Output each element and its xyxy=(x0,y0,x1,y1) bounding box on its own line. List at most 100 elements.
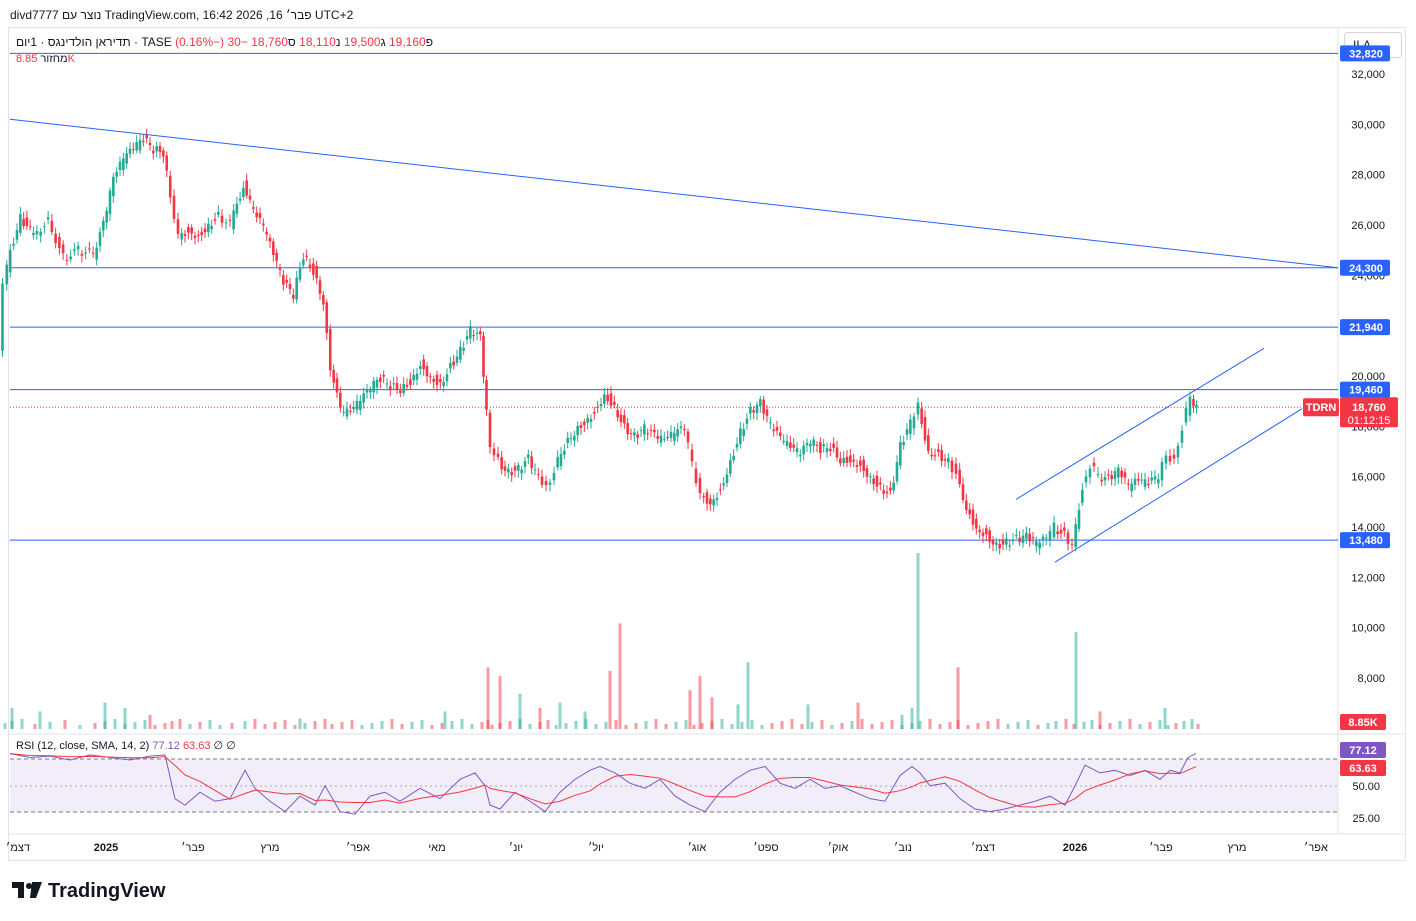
rsi-label: RSI (12, close, SMA, 14, 2) xyxy=(16,740,150,752)
candle-body xyxy=(698,478,702,493)
candle-body xyxy=(439,378,442,383)
candle-body xyxy=(422,359,425,370)
candle-body xyxy=(626,423,629,435)
volume-legend[interactable]: מחזור 8.85K xyxy=(16,53,75,65)
volume-bar xyxy=(178,719,182,729)
candle-body xyxy=(39,231,42,236)
current-price-tag-bg xyxy=(1340,397,1398,428)
level-tag-bg xyxy=(1340,259,1390,276)
candle-body xyxy=(46,217,50,220)
volume-bar xyxy=(720,719,724,729)
candle-body xyxy=(985,528,988,535)
volume-bar xyxy=(698,676,702,729)
candle-body xyxy=(91,252,95,254)
price-tick-label: 26,000 xyxy=(1351,220,1385,232)
candle-body xyxy=(729,460,732,474)
high-label: ג xyxy=(380,35,386,49)
candle-body xyxy=(540,476,544,485)
volume-bar xyxy=(856,702,860,729)
candle-body xyxy=(419,365,422,369)
volume-bar xyxy=(263,724,267,729)
volume-bar xyxy=(1118,721,1122,729)
candle-body xyxy=(1176,445,1180,458)
candle-body xyxy=(702,496,705,498)
candle-body xyxy=(725,474,729,484)
candle-body xyxy=(1168,456,1172,462)
candle-body xyxy=(596,406,599,408)
candle-body xyxy=(909,419,912,434)
candle-body xyxy=(1,283,4,351)
candle-body xyxy=(105,210,108,223)
time-tick-label: דצמ׳ xyxy=(6,841,30,854)
volume-bar xyxy=(850,721,854,729)
candle-body xyxy=(255,212,258,218)
volume-bar xyxy=(790,719,794,729)
candle-body xyxy=(1081,489,1084,503)
volume-bar xyxy=(692,725,696,729)
volume-bar xyxy=(420,720,424,729)
candle-body xyxy=(749,407,752,414)
candle-body xyxy=(187,227,190,233)
candle-body xyxy=(865,468,869,477)
candle-body xyxy=(1127,483,1130,485)
volume-bar xyxy=(1006,724,1010,729)
rsi-band xyxy=(10,759,1338,812)
price-tick-label: 32,000 xyxy=(1351,69,1385,81)
candle-body xyxy=(1063,527,1066,531)
chart-header: divd7777 נוצר עם TradingView.com, 16:42 … xyxy=(10,8,354,22)
candle-body xyxy=(65,260,69,262)
candle-body xyxy=(686,431,690,443)
candle-body xyxy=(98,232,102,246)
volume-bar xyxy=(1148,722,1152,729)
volume-bar xyxy=(654,719,658,729)
candle-body xyxy=(520,469,523,474)
candle-body xyxy=(232,210,235,230)
candle-body xyxy=(879,482,882,485)
candle-body xyxy=(375,379,379,388)
candle-body xyxy=(288,284,292,290)
candle-body xyxy=(916,402,920,415)
candle-body xyxy=(609,393,613,406)
volume-bar xyxy=(123,707,127,729)
candle-body xyxy=(815,444,819,446)
volume-bar xyxy=(746,662,750,729)
candle-body xyxy=(54,233,57,244)
candle-body xyxy=(213,219,217,221)
candle-body xyxy=(1059,529,1063,534)
candle-body xyxy=(449,362,452,369)
volume-bar xyxy=(900,714,904,729)
volume-bar xyxy=(323,719,327,729)
candle-body xyxy=(690,449,694,462)
candle-body xyxy=(125,153,128,164)
candle-body xyxy=(22,218,25,227)
level-tag: 24,300 xyxy=(1349,263,1383,275)
candle-body xyxy=(1164,455,1168,464)
rsi-legend[interactable]: RSI (12, close, SMA, 14, 2) 77.12 63.63 … xyxy=(16,739,236,752)
candle-body xyxy=(200,232,203,236)
candle-body xyxy=(576,425,579,436)
volume-bar xyxy=(20,719,24,729)
volume-bar xyxy=(618,623,622,729)
symbol-legend[interactable]: תדיראן הולדינגס · 1יום · TASE פ19,160 ג1… xyxy=(16,35,433,49)
candle-body xyxy=(479,331,482,335)
candle-body xyxy=(445,374,449,382)
candle-body xyxy=(349,410,352,412)
candle-body xyxy=(882,490,885,494)
candle-body xyxy=(1096,473,1100,475)
volume-bar xyxy=(918,721,922,729)
candle-body xyxy=(80,253,84,256)
price-tick-label: 30,000 xyxy=(1351,119,1385,131)
volume-bar xyxy=(218,725,222,729)
volume-bar xyxy=(78,725,82,729)
candle-body xyxy=(573,435,576,441)
candle-body xyxy=(1123,472,1127,478)
volume-bar xyxy=(163,723,167,729)
tradingview-logo[interactable]: TradingView xyxy=(12,880,165,903)
candle-body xyxy=(1031,537,1035,539)
candle-body xyxy=(1180,430,1184,443)
candle-body xyxy=(172,195,176,219)
candle-body xyxy=(510,471,513,476)
candle-body xyxy=(819,441,822,453)
candle-body xyxy=(285,279,288,283)
